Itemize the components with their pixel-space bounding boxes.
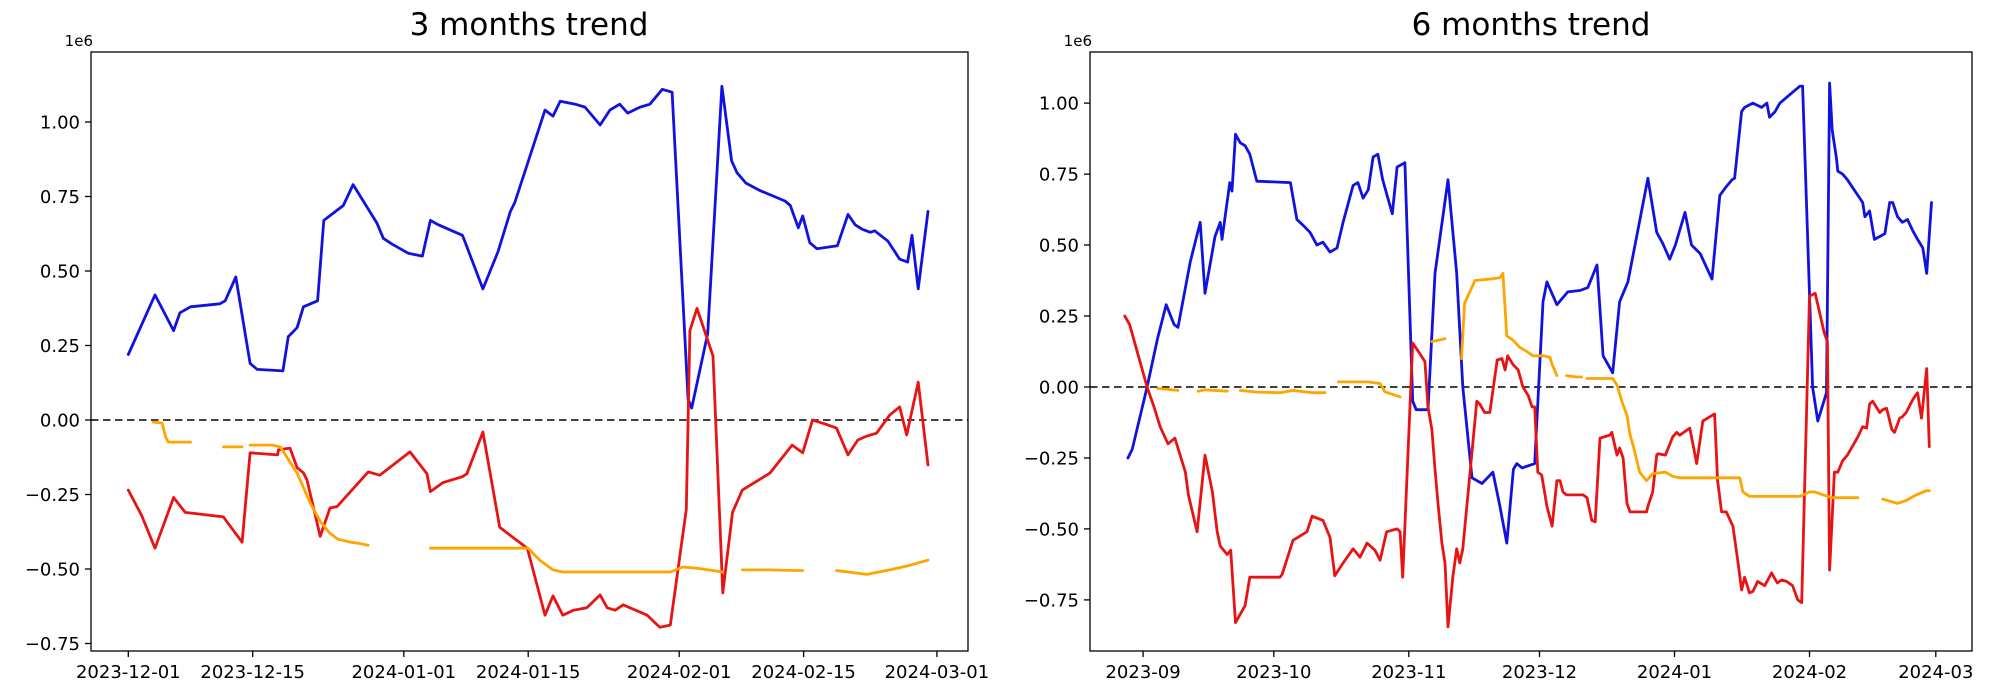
y-tick-label: 0.75: [1039, 165, 1079, 186]
orange-series-line: [1430, 337, 1447, 344]
plot-border: [1089, 51, 1973, 652]
y-tick-label: 0.25: [40, 336, 80, 357]
orange-series-line: [1881, 489, 1931, 505]
orange-series-line: [1336, 380, 1402, 399]
y-tick-label: −0.25: [25, 485, 80, 506]
y-tick-label: 0.25: [1039, 307, 1079, 328]
series-group: [1123, 81, 1933, 629]
x-tick-label: 2023-12-15: [200, 662, 305, 683]
orange-series-line: [248, 443, 370, 547]
red-series-line: [126, 306, 930, 629]
plot-border: [90, 51, 969, 652]
y-tick-label: 1.00: [1039, 94, 1079, 115]
orange-series-line: [740, 568, 805, 572]
orange-series-line: [151, 420, 192, 444]
orange-series-line: [1238, 388, 1327, 395]
y-axis-offset-label-right: 1e6: [1064, 32, 1092, 50]
y-tick-label: −0.25: [1024, 449, 1079, 470]
x-tick-label: 2024-01: [1637, 662, 1712, 683]
y-tick-label: 0.00: [40, 411, 80, 432]
y-tick-label: −0.75: [25, 634, 80, 655]
x-tick-label: 2024-02-15: [751, 662, 856, 683]
series-group: [126, 84, 930, 629]
x-tick-label: 2024-01-15: [476, 662, 581, 683]
y-axis-offset-label-left: 1e6: [65, 32, 93, 50]
plot-area-right: 2023-09 2023-10 2023-11 2023-12 2024-01 2024-…: [1024, 51, 1973, 683]
plot-area-left: 2023-12-01 2023-12-15 2024-01-01 2024-01-15…: [25, 51, 990, 683]
y-tick-label: −0.50: [25, 560, 80, 581]
x-tick-label: 2023-12: [1502, 662, 1577, 683]
orange-series-line: [835, 558, 930, 576]
orange-series-line: [1156, 386, 1180, 392]
y-tick-label: 0.50: [1039, 236, 1079, 257]
blue-series-line: [126, 84, 930, 410]
orange-series-line: [1460, 271, 1559, 378]
x-tick-label: 2024-02-01: [627, 662, 732, 683]
x-tick-label: 2023-09: [1105, 662, 1180, 683]
x-tick-label: 2023-10: [1236, 662, 1311, 683]
x-tick-label: 2023-12-01: [76, 662, 181, 683]
y-tick-label: 0.50: [40, 262, 80, 283]
y-tick-label: −0.50: [1024, 519, 1079, 540]
y-tick-label: 0.00: [1039, 378, 1079, 399]
y-tick-label: 1.00: [40, 113, 80, 134]
x-tick-label: 2023-11: [1371, 662, 1446, 683]
x-tick-label: 2024-01-01: [351, 662, 456, 683]
chart-3-months-trend: 3 months trend 1e6 2023-12-01 2023-12-15 2…: [25, 7, 989, 683]
chart-title-right: 6 months trend: [1412, 7, 1651, 43]
y-tick-label: −0.75: [1024, 590, 1079, 611]
blue-series-line: [1126, 81, 1933, 545]
x-tick-label: 2024-03-01: [885, 662, 990, 683]
orange-series-line: [428, 546, 725, 574]
orange-series-line: [1196, 388, 1229, 393]
orange-series-line: [1565, 374, 1584, 379]
y-tick-label: 0.75: [40, 187, 80, 208]
chart-title-left: 3 months trend: [410, 7, 649, 43]
orange-series-line: [1585, 377, 1860, 500]
chart-6-months-trend: 6 months trend 1e6 2023-09 2023-10 2023-11…: [1024, 7, 1974, 683]
red-series-line: [1123, 291, 1931, 629]
x-tick-label: 2024-02: [1772, 662, 1847, 683]
x-tick-label: 2024-03: [1898, 662, 1973, 683]
